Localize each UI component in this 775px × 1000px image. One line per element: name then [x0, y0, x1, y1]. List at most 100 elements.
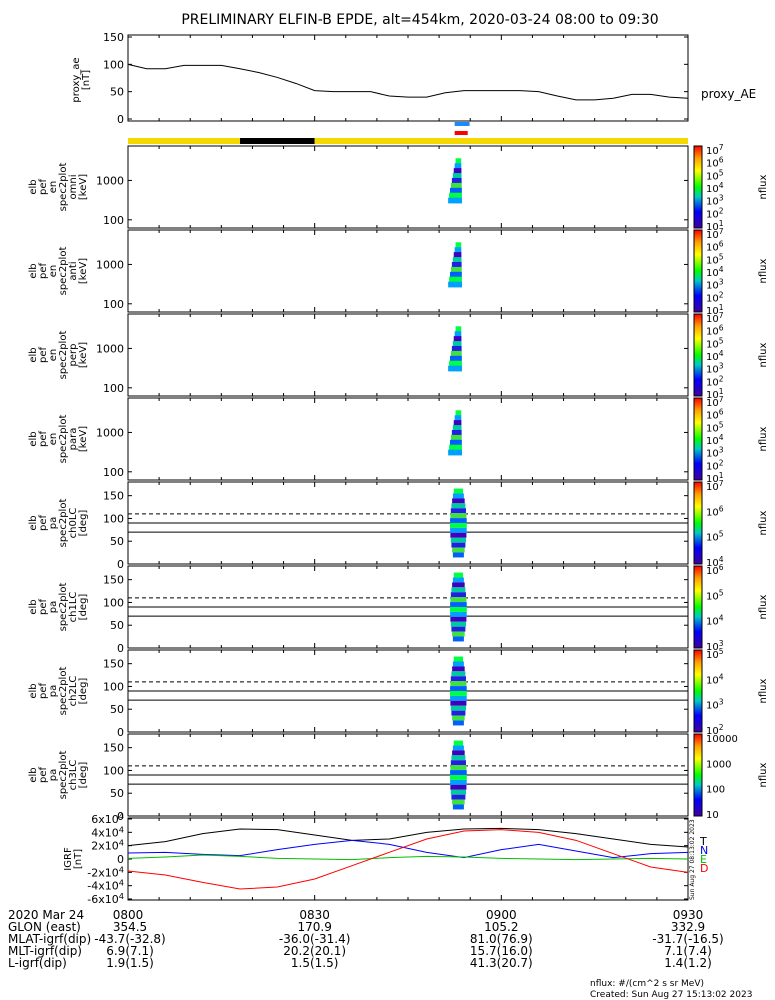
- colorbar-tick: 102: [706, 290, 724, 304]
- spectrogram-cell: [450, 789, 466, 795]
- ephem-row-label: MLAT-igrf(dip): [8, 932, 91, 946]
- y-label-line: [deg]: [78, 594, 89, 621]
- x-tick-label: 0930: [673, 908, 704, 922]
- y-label-line: en: [48, 349, 59, 362]
- colorbar-tick: 104: [706, 614, 724, 628]
- y-label-line: [deg]: [78, 510, 89, 537]
- colorbar-tick: 102: [706, 374, 724, 388]
- en_para-frame: [127, 397, 689, 481]
- y-label-line: spec2plot: [58, 667, 69, 716]
- spectrogram-cell: [451, 261, 462, 268]
- igrf-ylabel: IGRF [nT]: [63, 847, 84, 871]
- colorbar-tick: 103: [706, 639, 724, 653]
- pa_ch0-tick: 150: [103, 490, 124, 503]
- colorbar-tick: 101: [706, 387, 724, 401]
- spectrogram-cell: [451, 755, 466, 761]
- spectrogram-cell: [454, 163, 462, 169]
- proxy-ae-line: [127, 63, 689, 101]
- pa_ch2-colorbar: [693, 649, 703, 733]
- y-label-line: perp: [68, 344, 79, 367]
- igrf-legend-T: T: [699, 835, 707, 848]
- spectrogram-cell: [451, 177, 462, 184]
- pa_ch1-ylabel: elb pef pa spec2plot ch1LC [deg]: [28, 583, 89, 632]
- colorbar-tick: 105: [706, 168, 724, 182]
- spectrogram-cell: [449, 360, 462, 367]
- en_para-ylabel: elb pef en spec2plot para [keV]: [28, 415, 89, 464]
- igrf-legend-D: D: [700, 862, 708, 875]
- spectrogram-cell: [451, 587, 466, 593]
- colorbar-tick: 101: [706, 219, 724, 233]
- spectrogram-cell: [450, 691, 467, 696]
- colorbar-tick: 106: [706, 504, 724, 518]
- spectrogram-cell: [450, 187, 462, 194]
- spectrogram-cell: [450, 775, 467, 780]
- igrf-T-line: [127, 827, 689, 848]
- colorbar-tick: 103: [706, 698, 724, 712]
- en_para-colorbar: [693, 397, 703, 481]
- spectrogram-cell: [450, 607, 467, 612]
- y-label-line: pef: [38, 179, 49, 196]
- spectrogram-cell: [449, 276, 462, 283]
- colorbar-tick: 105: [706, 336, 724, 350]
- orbit-segment-bar: [314, 138, 688, 144]
- colorbar-tick: 103: [706, 194, 724, 208]
- colorbar-tick: 104: [706, 433, 724, 447]
- orbit-segment-bar: [128, 138, 240, 144]
- spectrogram-cell: [450, 621, 466, 627]
- en_omni-tick: 100: [103, 214, 124, 227]
- spectrogram-cell: [450, 611, 467, 617]
- spectrogram-cell: [450, 271, 462, 278]
- spectrogram-cell: [450, 355, 462, 362]
- spectrogram-cell: [450, 537, 466, 543]
- en_perp-frame: [127, 313, 689, 397]
- spectrogram-cell: [453, 656, 464, 662]
- proxy-ae-tick: 150: [103, 31, 124, 44]
- spectrogram-cell: [448, 365, 463, 372]
- proxy-ae-frame: [127, 34, 689, 122]
- ephem-value: 1.5(1.5): [291, 956, 339, 970]
- colorbar-label: nflux: [758, 594, 769, 619]
- ephem-value: 15.7(16.0): [470, 944, 533, 958]
- ephem-row-label: 2020 Mar 24: [8, 908, 84, 922]
- colorbar-label: nflux: [758, 678, 769, 703]
- en_para-tick: 100: [103, 466, 124, 479]
- colorbar-tick: 102: [706, 458, 724, 472]
- colorbar-label: nflux: [758, 174, 769, 199]
- spectrogram-cell: [451, 542, 466, 548]
- colorbar-label: nflux: [758, 426, 769, 451]
- y-label-line: pa: [48, 685, 59, 697]
- spectrogram-cell: [451, 626, 466, 632]
- spectrogram-cell: [451, 429, 462, 436]
- colorbar-tick: 104: [706, 555, 724, 569]
- pa_ch1-tick: 50: [110, 619, 124, 632]
- spectrogram-cell: [452, 715, 465, 721]
- y-label-line: spec2plot: [58, 751, 69, 800]
- spectrogram-cell: [453, 740, 464, 746]
- creation-stamp: Sun Aug 27 08:13:02 2023: [689, 819, 696, 900]
- colorbar-label: nflux: [758, 342, 769, 367]
- ephem-row-label: L-igrf(dip): [8, 956, 67, 970]
- colorbar-tick: 104: [706, 349, 724, 363]
- y-label-line: spec2plot: [58, 499, 69, 548]
- spectrogram-cell: [450, 518, 467, 523]
- y-label-line: pef: [38, 599, 49, 616]
- spectrogram-cell: [450, 760, 466, 766]
- spectrogram-cell: [452, 577, 464, 583]
- igrf-E-line: [127, 854, 689, 861]
- pa_ch0-tick: 50: [110, 535, 124, 548]
- y-label-line: elb: [28, 683, 39, 698]
- colorbar-tick: 106: [706, 156, 724, 170]
- spectrogram-cell: [449, 444, 462, 451]
- spectrogram-cell: [452, 631, 465, 637]
- proxy-ae-tick: 100: [103, 58, 124, 71]
- pa_ch2-tick: 100: [103, 680, 124, 693]
- colorbar-tick: 105: [706, 647, 724, 661]
- colorbar-tick: 104: [706, 265, 724, 279]
- spectrogram-cell: [452, 582, 465, 588]
- igrf-tick: 0: [117, 853, 124, 866]
- proxy-ae-tick: 0: [117, 113, 124, 126]
- colorbar-tick: 107: [706, 395, 724, 409]
- y-label-line: spec2plot: [58, 583, 69, 632]
- colorbar-tick: 104: [706, 672, 724, 686]
